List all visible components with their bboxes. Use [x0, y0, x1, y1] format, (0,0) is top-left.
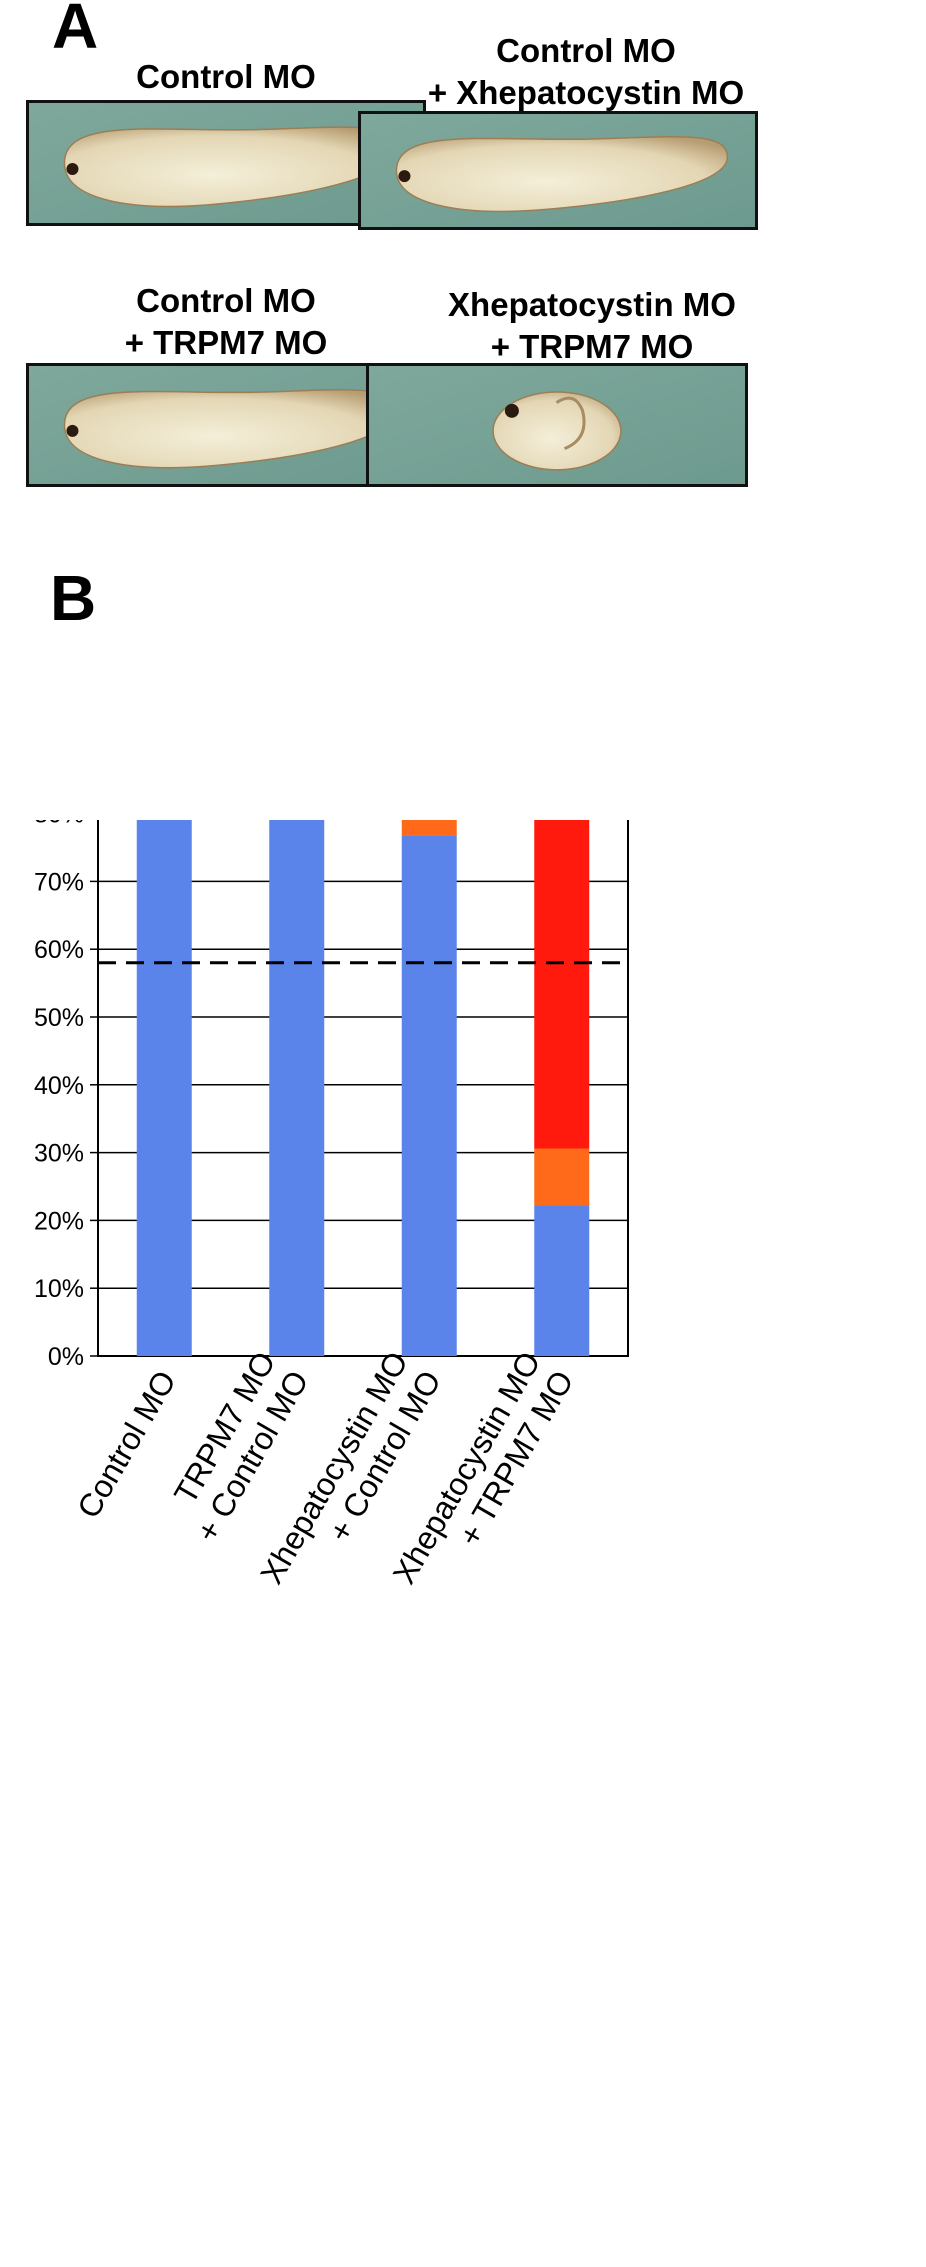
y-tick-label: 70% — [34, 868, 84, 896]
bar-segment-wt — [401, 835, 457, 1356]
embryo-photo-3 — [26, 363, 426, 487]
y-tick-label: 80% — [34, 820, 84, 829]
image-title-3-line1: Control MO — [136, 282, 316, 319]
image-title-4: Xhepatocystin MO + TRPM7 MO — [342, 284, 842, 368]
y-tick-label: 60% — [34, 936, 84, 964]
photo-canvas — [29, 103, 423, 223]
bar-segment-mild-gd — [401, 820, 457, 836]
y-tick-label: 0% — [48, 1343, 84, 1371]
embryo-photo-2 — [358, 111, 758, 230]
y-tick-label: 40% — [34, 1072, 84, 1100]
image-title-2-line1: Control MO — [496, 32, 676, 69]
embryo-eye — [398, 170, 411, 183]
photo-canvas — [29, 366, 423, 484]
embryo-photo-4 — [366, 363, 748, 487]
image-title-1-line1: Control MO — [136, 58, 316, 95]
image-title-2-line2: + Xhepatocystin MO — [427, 74, 745, 111]
x-category-label-line: Control MO — [70, 1365, 183, 1525]
plot-frame — [97, 820, 629, 1357]
y-tick-label: 10% — [34, 1275, 84, 1303]
embryo-body — [395, 135, 729, 213]
bar-segment-severe-gd — [534, 820, 590, 1149]
y-tick-label: 30% — [34, 1140, 84, 1168]
embryo-eye — [504, 403, 519, 418]
y-tick-label: 20% — [34, 1207, 84, 1235]
image-title-2: Control MO + Xhepatocystin MO — [336, 30, 836, 114]
image-title-4-line1: Xhepatocystin MO — [448, 286, 736, 323]
photo-canvas — [361, 114, 755, 227]
embryo-eye — [66, 424, 79, 437]
bar-segment-wt — [534, 1205, 590, 1356]
embryo-tail-curl — [555, 396, 586, 450]
image-title-4-line2: + TRPM7 MO — [490, 328, 694, 365]
embryo-body — [492, 391, 622, 471]
panel-a-letter: A — [52, 0, 99, 62]
image-title-3: Control MO + TRPM7 MO — [26, 280, 426, 364]
embryo-photo-1 — [26, 100, 426, 226]
image-title-1: Control MO — [26, 56, 426, 98]
embryo-eye — [66, 163, 79, 175]
x-category-label: Control MO — [70, 1365, 183, 1525]
y-tick-label: 50% — [34, 1004, 84, 1032]
bar-segment-wt — [269, 820, 325, 1356]
stacked-bar-chart: 0%10%20%30%40%50%60%70%80%90%100%49Contr… — [34, 820, 629, 1590]
bar-segment-wt — [136, 820, 192, 1356]
bar-segment-mild-gd — [534, 1148, 590, 1206]
photo-canvas — [369, 366, 745, 484]
image-title-3-line2: + TRPM7 MO — [124, 324, 328, 361]
panel-b-letter: B — [50, 562, 97, 634]
